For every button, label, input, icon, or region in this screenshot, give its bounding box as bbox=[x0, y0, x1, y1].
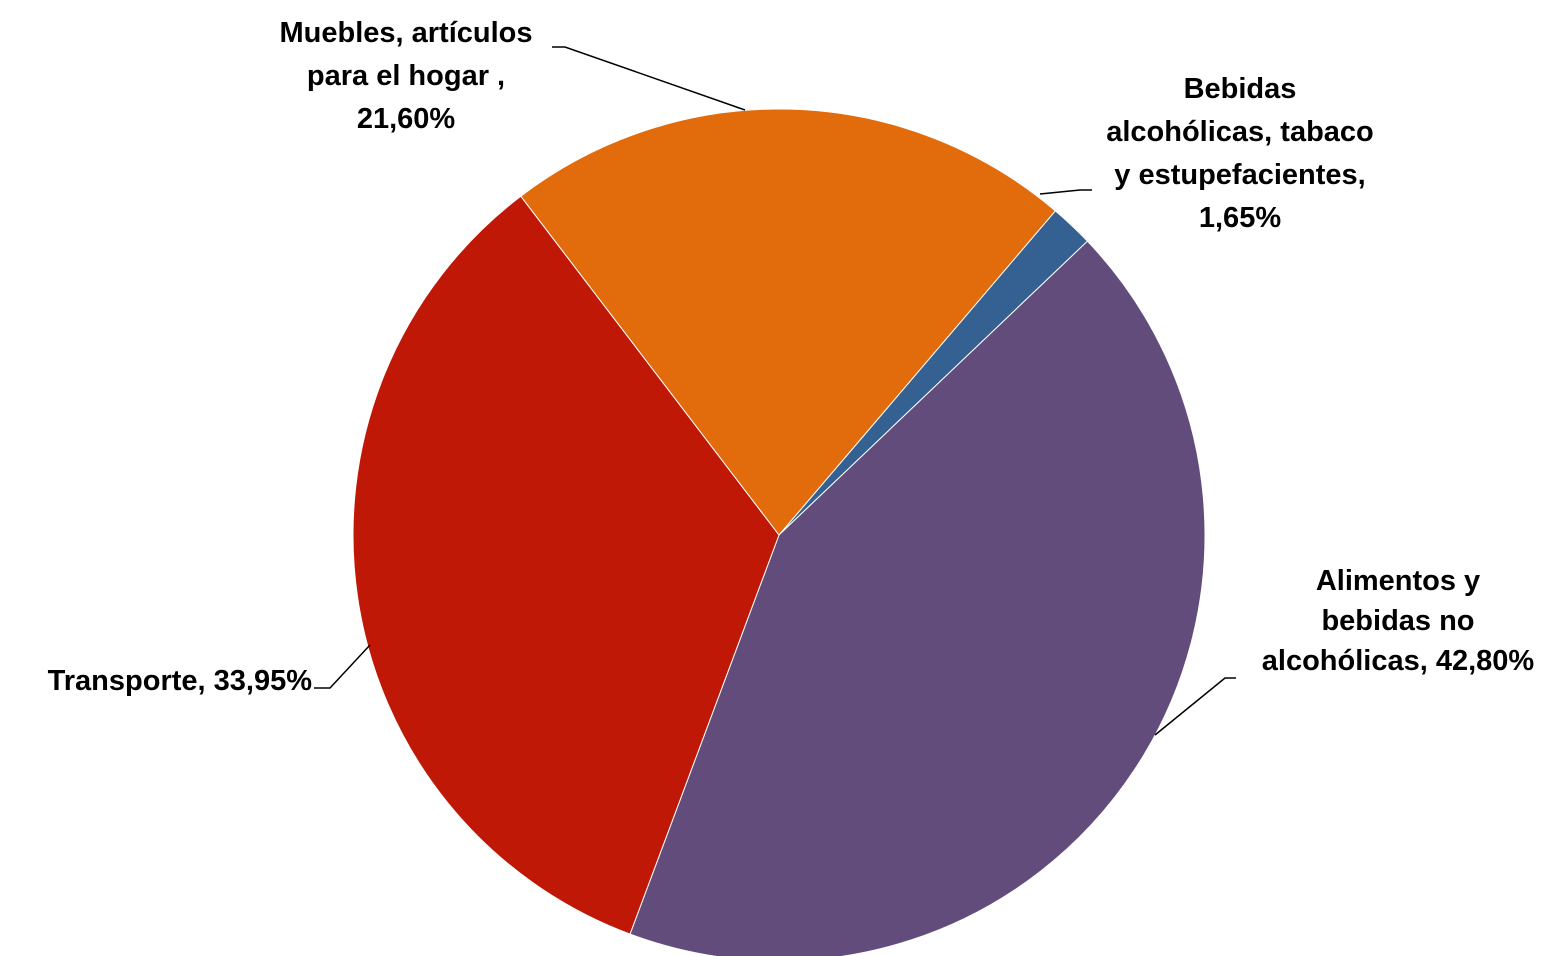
pie-slice-alimentos-y-bebidas-no-alcoh-licas bbox=[629, 240, 1206, 956]
leader-line-transporte bbox=[314, 644, 371, 689]
data-label-line: 21,60% bbox=[357, 103, 456, 135]
slice-labels: Alimentos y bebidas no alcohólicas, 42,80%… bbox=[48, 17, 1535, 697]
data-label-line: para el hogar , bbox=[307, 60, 505, 92]
data-label-line: Alimentos y bbox=[1316, 565, 1480, 597]
leader-line-bebidas-alcoh-licas-tabaco-y-estupefacientes bbox=[1039, 189, 1092, 195]
data-label-line: bebidas no bbox=[1321, 605, 1474, 637]
pie-slice-transporte bbox=[352, 195, 780, 935]
data-label-line: Transporte, 33,95% bbox=[48, 665, 313, 697]
leader-lines bbox=[314, 46, 1236, 736]
data-label-line: y estupefacientes, bbox=[1114, 159, 1365, 191]
data-label-line: Bebidas bbox=[1184, 73, 1297, 105]
data-label-line: Muebles, artículos bbox=[279, 17, 532, 49]
data-label-transporte: Transporte, 33,95% bbox=[48, 665, 313, 697]
data-label-muebles-art-culos-para-el-hogar: Muebles, artículos para el hogar , 21,60% bbox=[279, 17, 532, 135]
leader-line-muebles-art-culos-para-el-hogar bbox=[552, 46, 746, 111]
data-label-line: 1,65% bbox=[1199, 202, 1281, 234]
data-label-alimentos-y-bebidas-no-alcoh-licas: Alimentos y bebidas no alcohólicas, 42,80% bbox=[1262, 565, 1535, 677]
pie-slices bbox=[352, 108, 1206, 956]
data-label-bebidas-alcoh-licas-tabaco-y-estupefacientes: Bebidas alcohólicas, tabaco y estupefacien… bbox=[1106, 73, 1374, 234]
leader-line-alimentos-y-bebidas-no-alcoh-licas bbox=[1154, 677, 1236, 736]
data-label-line: alcohólicas, 42,80% bbox=[1262, 645, 1535, 677]
data-label-line: alcohólicas, tabaco bbox=[1106, 116, 1374, 148]
pie-slice-muebles-art-culos-para-el-hogar bbox=[520, 108, 1057, 536]
